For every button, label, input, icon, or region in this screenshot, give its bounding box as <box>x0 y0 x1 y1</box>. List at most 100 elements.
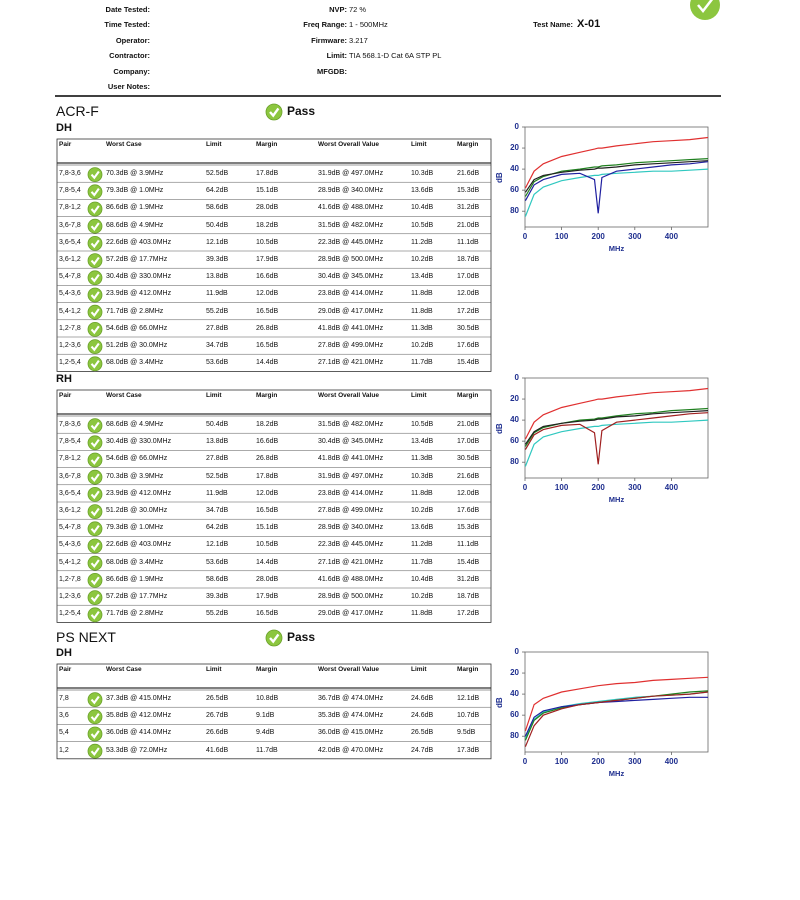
y-tick-label: 0 <box>514 647 519 656</box>
table-cell: 21.0dB <box>457 221 480 229</box>
table-cell: 10.2dB <box>411 507 434 514</box>
table-cell: 39.3dB <box>206 256 229 263</box>
row-pass-icon <box>87 607 103 623</box>
table-cell: 23.9dB @ 412.0MHz <box>106 290 172 298</box>
table-cell: 5,4-7,8 <box>59 524 81 532</box>
column-header: Margin <box>457 141 479 148</box>
header-label: Limit: <box>326 51 347 60</box>
data-line <box>524 419 709 467</box>
row-pass-icon-check <box>90 559 100 569</box>
table-cell: 5,4-1,2 <box>59 307 81 315</box>
row-pass-icon <box>87 743 103 759</box>
table-cell: 1,2-5,4 <box>59 359 81 367</box>
table-cell: 11.8dB <box>411 489 433 497</box>
table-cell: 14.4dB <box>256 558 279 566</box>
column-header: Worst Case <box>106 392 142 399</box>
column-header: Limit <box>411 141 427 148</box>
subsection-name: DH <box>56 122 72 134</box>
table-cell: 12.0dB <box>457 290 480 298</box>
table-cell: 24.7dB <box>411 746 434 754</box>
y-tick-label: 20 <box>510 143 519 153</box>
table-cell: 11.8dB <box>411 290 433 298</box>
table-cell: 31.2dB <box>457 575 480 583</box>
table-cell: 57.2dB @ 17.7MHz <box>106 256 168 263</box>
table-cell: 7,8-1,2 <box>59 204 81 212</box>
table-cell: 36.0dB @ 415.0MHz <box>318 729 384 737</box>
table-cell: 71.7dB @ 2.8MHz <box>106 307 164 315</box>
y-tick-label: 0 <box>514 373 519 382</box>
table-cell: 1,2-3,6 <box>59 342 81 349</box>
table-cell: 28.9dB @ 340.0MHz <box>318 524 384 532</box>
section-pass-icon-check <box>269 107 280 118</box>
header-label: Company: <box>113 67 150 76</box>
y-axis-title: dB <box>495 697 504 708</box>
data-line <box>524 410 709 445</box>
table-cell: 1,2-7,8 <box>59 324 81 332</box>
table-cell: 5,4-3,6 <box>59 541 81 549</box>
row-pass-icon-check <box>90 291 100 300</box>
row-pass-icon <box>87 573 103 588</box>
table-cell: 31.2dB <box>457 204 480 212</box>
section-pass-icon <box>265 103 283 121</box>
section-pass-icon-check <box>269 633 280 644</box>
section-status: Pass <box>287 104 316 118</box>
table-cell: 71.7dB @ 2.8MHz <box>106 610 164 618</box>
table-cell: 27.8dB @ 499.0MHz <box>318 507 384 514</box>
table-cell: 16.5dB <box>256 507 279 514</box>
row-pass-icon-check <box>90 308 100 318</box>
table-cell: 58.6dB <box>206 204 229 212</box>
table-cell: 17.3dB <box>457 746 480 754</box>
table-cell: 30.4dB @ 345.0MHz <box>318 438 384 446</box>
table-cell: 22.3dB @ 445.0MHz <box>318 541 384 549</box>
table-cell: 12.1dB <box>457 695 480 702</box>
subsection-name: DH <box>56 647 72 659</box>
header-value: X-01 <box>577 18 601 30</box>
table-cell: 11.3dB <box>411 324 433 332</box>
row-pass-icon <box>87 521 103 537</box>
column-header: Margin <box>457 392 479 399</box>
table-cell: 13.4dB <box>411 438 434 446</box>
table-cell: 41.8dB @ 441.0MHz <box>318 455 384 463</box>
table-cell: 24.6dB <box>411 712 434 720</box>
table-cell: 11.7dB <box>411 359 433 367</box>
row-pass-icon-check <box>90 360 100 369</box>
table-cell: 7,8-3,6 <box>59 170 81 177</box>
table-cell: 53.6dB <box>206 359 229 367</box>
row-pass-icon <box>87 184 103 200</box>
table-cell: 9.5dB <box>457 729 476 737</box>
table-cell: 12.0dB <box>256 489 279 497</box>
x-tick-label: 300 <box>628 483 642 492</box>
table-cell: 54.6dB @ 66.0MHz <box>106 455 168 463</box>
table-cell: 3,6-7,8 <box>59 221 81 229</box>
table-cell: 10.2dB <box>411 593 434 600</box>
table-cell: 55.2dB <box>206 307 229 315</box>
row-pass-icon-check <box>90 421 100 431</box>
column-header: Limit <box>206 141 222 148</box>
plot-area <box>524 377 709 479</box>
table-cell: 79.3dB @ 1.0MHz <box>106 187 164 195</box>
y-tick-label: 60 <box>510 436 519 446</box>
x-tick-label: 300 <box>628 232 642 241</box>
table-cell: 13.4dB <box>411 273 434 281</box>
table-cell: 10.5dB <box>411 221 434 229</box>
table-cell: 3,6-5,4 <box>59 238 81 246</box>
row-pass-icon-check <box>90 342 100 352</box>
table-cell: 68.6dB @ 4.9MHz <box>106 221 164 229</box>
table-cell: 26.5dB <box>411 729 434 737</box>
y-axis-title: dB <box>495 172 504 183</box>
column-header: Worst Case <box>106 666 142 673</box>
table-frame <box>56 138 492 372</box>
header-label: User Notes: <box>107 82 150 91</box>
y-tick-label: 20 <box>510 668 519 678</box>
row-pass-icon <box>87 218 103 234</box>
column-header: Pair <box>59 666 72 673</box>
table-cell: 12.1dB <box>206 238 229 246</box>
table-cell: 17.6dB <box>457 507 480 514</box>
row-pass-icon-check <box>90 188 100 197</box>
table-cell: 11.2dB <box>411 541 433 549</box>
table-cell: 16.6dB <box>256 438 279 446</box>
table-cell: 3,6 <box>59 712 69 720</box>
table-cell: 1,2-3,6 <box>59 593 81 600</box>
table-cell: 57.2dB @ 17.7MHz <box>106 593 168 600</box>
header-value: 1 - 500MHz <box>349 20 388 29</box>
